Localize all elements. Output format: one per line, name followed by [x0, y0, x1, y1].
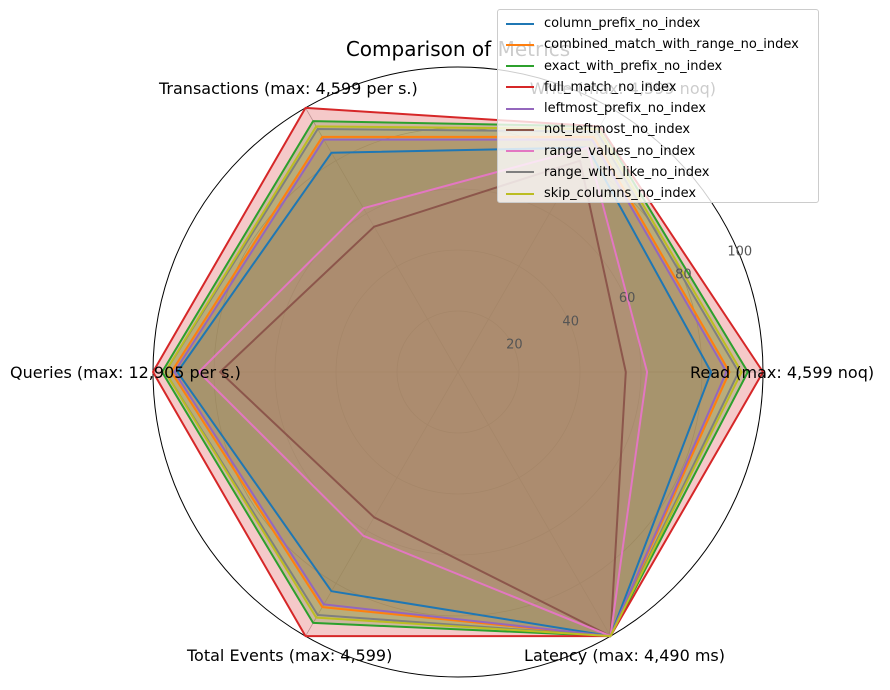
radial-tick-label: 40	[562, 314, 579, 329]
legend-swatch	[506, 86, 534, 89]
series-area-full_match_no_index	[153, 107, 763, 637]
legend-label: skip_columns_no_index	[544, 186, 697, 202]
legend-label: full_match_no_index	[544, 79, 677, 95]
legend-label: range_values_no_index	[544, 143, 696, 159]
series-area-column_prefix_no_index	[177, 147, 712, 637]
legend-item: leftmost_prefix_no_index	[506, 98, 818, 119]
series-area-range_with_like_no_index	[165, 129, 739, 637]
legend-label: range_with_like_no_index	[544, 164, 710, 180]
radial-tick-label: 100	[727, 244, 752, 259]
legend-item: exact_with_prefix_no_index	[506, 56, 818, 77]
series-areas	[153, 107, 763, 637]
legend-item: range_values_no_index	[506, 141, 818, 162]
legend-item: not_leftmost_no_index	[506, 119, 818, 140]
series-area-not_leftmost_no_index	[220, 160, 626, 637]
legend-label: column_prefix_no_index	[544, 16, 701, 32]
radial-ticks: 20 40 60 80 100	[506, 244, 752, 352]
axis-label: Transactions (max: 4,599 per s.)	[158, 79, 418, 98]
legend-swatch	[506, 107, 534, 110]
legend-item: skip_columns_no_index	[506, 183, 818, 204]
legend-swatch	[506, 22, 534, 25]
radial-tick-label: 80	[675, 268, 692, 283]
legend-swatch	[506, 65, 534, 68]
legend-label: leftmost_prefix_no_index	[544, 101, 706, 117]
legend: column_prefix_no_index combined_match_wit…	[497, 9, 819, 203]
legend-swatch	[506, 128, 534, 131]
axis-label: Latency (max: 4,490 ms)	[524, 646, 725, 665]
legend-item: range_with_like_no_index	[506, 162, 818, 183]
legend-label: exact_with_prefix_no_index	[544, 58, 723, 74]
legend-label: not_leftmost_no_index	[544, 122, 691, 138]
series-area-leftmost_prefix_no_index	[174, 139, 727, 637]
legend-swatch	[506, 192, 534, 195]
legend-label: combined_match_with_range_no_index	[544, 37, 799, 53]
axis-label: Queries (max: 12,905 per s.)	[10, 363, 241, 382]
grid-spoke	[457, 371, 611, 637]
axis-label: Read (max: 4,599 noq)	[690, 363, 874, 382]
series-area-skip_columns_no_index	[165, 126, 742, 637]
radial-tick-label: 20	[506, 338, 523, 353]
legend-item: column_prefix_no_index	[506, 13, 818, 34]
grid-spoke	[305, 107, 459, 373]
grid-spoke	[305, 371, 459, 637]
legend-swatch	[506, 150, 534, 153]
legend-item: full_match_no_index	[506, 77, 818, 98]
legend-swatch	[506, 43, 534, 46]
series-area-range_values_no_index	[198, 147, 648, 637]
legend-swatch	[506, 171, 534, 174]
radial-tick-label: 60	[619, 291, 636, 306]
axis-label: Total Events (max: 4,599)	[186, 646, 392, 665]
series-area-exact_with_prefix_no_index	[162, 121, 748, 637]
legend-item: combined_match_with_range_no_index	[506, 34, 818, 55]
